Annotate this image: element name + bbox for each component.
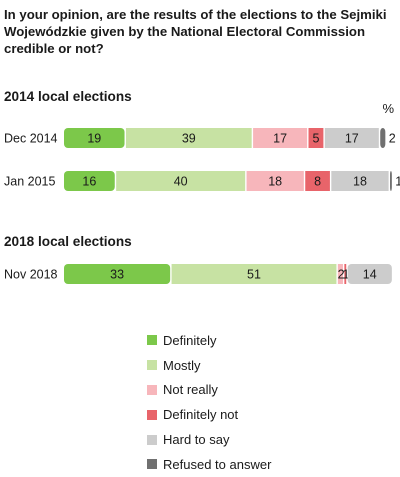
legend-swatch bbox=[147, 335, 157, 346]
value-label: 18 bbox=[353, 175, 367, 189]
legend-swatch bbox=[147, 360, 157, 371]
row-label: Nov 2018 bbox=[4, 268, 58, 282]
legend-item: Definitely not bbox=[147, 402, 271, 427]
legend-label: Mostly bbox=[163, 357, 201, 373]
bar-segment bbox=[347, 264, 392, 284]
legend-label: Definitely bbox=[163, 332, 217, 348]
value-label: 2 bbox=[389, 132, 396, 146]
value-label: 40 bbox=[174, 175, 188, 189]
bar-segment bbox=[64, 264, 171, 284]
bar-segment bbox=[380, 128, 386, 148]
value-label: 2 bbox=[338, 268, 345, 282]
bar-segment bbox=[324, 128, 379, 148]
bar-segment bbox=[171, 264, 337, 284]
bar-segment bbox=[390, 171, 392, 191]
group-title-2018: 2018 local elections bbox=[4, 234, 132, 249]
bar-segment bbox=[305, 171, 330, 191]
value-label: 1 bbox=[343, 268, 350, 282]
value-label: 5 bbox=[312, 132, 319, 146]
value-label: 1 bbox=[395, 175, 400, 189]
legend-label: Not really bbox=[163, 382, 218, 398]
legend-item: Not really bbox=[147, 378, 271, 403]
legend-swatch bbox=[147, 409, 157, 420]
value-label: 17 bbox=[273, 132, 287, 146]
bar-segment bbox=[64, 171, 115, 191]
legend-swatch bbox=[147, 459, 157, 470]
legend-label: Definitely not bbox=[163, 407, 239, 423]
value-label: 18 bbox=[268, 175, 282, 189]
value-label: 16 bbox=[82, 175, 96, 189]
row-label: Jan 2015 bbox=[4, 175, 55, 189]
legend-swatch bbox=[147, 384, 157, 395]
value-label: 14 bbox=[363, 268, 377, 282]
bar-segment bbox=[331, 171, 389, 191]
bar-segment bbox=[344, 264, 347, 284]
legend-item: Refused to answer bbox=[147, 452, 271, 477]
group-title-2014: 2014 local elections bbox=[4, 89, 132, 104]
row-label: Dec 2014 bbox=[4, 132, 58, 146]
legend-label: Hard to say bbox=[163, 432, 230, 448]
legend-item: Hard to say bbox=[147, 427, 271, 452]
value-label: 17 bbox=[345, 132, 359, 146]
bar-segment bbox=[308, 128, 324, 148]
bar-segment bbox=[125, 128, 252, 148]
value-label: 33 bbox=[110, 268, 124, 282]
legend-item: Definitely bbox=[147, 328, 271, 353]
value-label: 39 bbox=[182, 132, 196, 146]
bar-segment bbox=[116, 171, 246, 191]
legend: Definitely Mostly Not really Definitely not… bbox=[147, 328, 271, 477]
bar-segment bbox=[253, 128, 308, 148]
legend-label: Refused to answer bbox=[163, 456, 272, 472]
legend-item: Mostly bbox=[147, 353, 271, 378]
value-label: 19 bbox=[87, 132, 101, 146]
unit-label: % bbox=[382, 101, 394, 116]
value-label: 8 bbox=[314, 175, 321, 189]
bar-segment bbox=[64, 128, 125, 148]
legend-swatch bbox=[147, 434, 157, 445]
bar-segment bbox=[246, 171, 304, 191]
chart-title: In your opinion, are the results of the … bbox=[4, 7, 387, 56]
value-label: 51 bbox=[247, 268, 261, 282]
bar-segment bbox=[337, 264, 343, 284]
